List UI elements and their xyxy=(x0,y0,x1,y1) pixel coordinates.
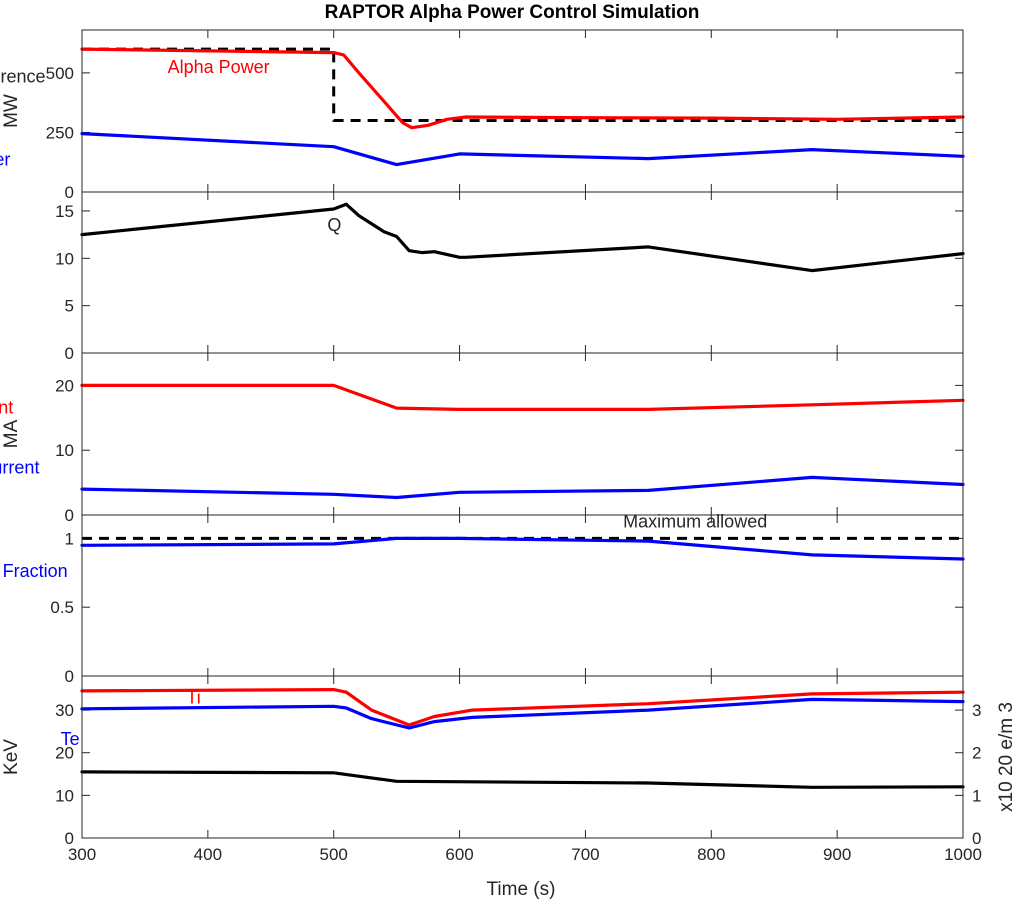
y-tick-label-power: 500 xyxy=(46,64,74,83)
y-tick-label-q: 0 xyxy=(65,344,74,363)
annotation-greenwad-fraction: Greenwad Fraction xyxy=(0,561,68,581)
series-line-te xyxy=(80,697,965,730)
y2-tick-label-temp: 1 xyxy=(972,786,981,805)
series-line-ti xyxy=(80,687,965,727)
x-tick-label: 1000 xyxy=(944,845,982,864)
y-tick-label-q: 10 xyxy=(55,249,74,268)
series-line-reference xyxy=(82,47,963,122)
y-tick-label-q: 15 xyxy=(55,202,74,221)
x-tick-label: 900 xyxy=(823,845,851,864)
y-tick-label-power: 250 xyxy=(46,123,74,142)
x-tick-label: 600 xyxy=(445,845,473,864)
x-tick-label: 800 xyxy=(697,845,725,864)
annotation-plasma-current: Plasma Current xyxy=(0,397,13,417)
annotation-ti: Ti xyxy=(186,688,200,708)
y-tick-label-greenwald: 0 xyxy=(65,667,74,686)
y2-tick-label-temp: 0 xyxy=(972,829,981,848)
y2-tick-label-temp: 3 xyxy=(972,701,981,720)
y-tick-label-current: 10 xyxy=(55,441,74,460)
annotation-te: Te xyxy=(61,729,80,749)
series-line-q xyxy=(80,202,965,273)
x-tick-label: 400 xyxy=(194,845,222,864)
y-tick-label-current: 20 xyxy=(55,376,74,395)
series-line-alpha-power xyxy=(80,47,965,130)
panel-frame-power xyxy=(81,29,964,193)
y-tick-label-temp: 20 xyxy=(55,744,74,763)
y-axis-label-current: MA xyxy=(1,419,22,448)
y-tick-label-power: 0 xyxy=(65,183,74,202)
y-axis-label-temp: KeV xyxy=(1,739,22,775)
annotation-maximum-allowed: Maximum allowed xyxy=(623,511,767,531)
panel-frame-q xyxy=(81,191,964,354)
annotation-alpha-power: Alpha Power xyxy=(168,57,270,77)
x-tick-label: 500 xyxy=(320,845,348,864)
y-tick-label-greenwald: 1 xyxy=(65,529,74,548)
series-line-plasma-current xyxy=(80,383,965,411)
series-line-ne xyxy=(80,770,965,789)
y-axis-label-power: MW xyxy=(1,94,22,128)
y2-axis-label-temp: x10 20 e/m 3 xyxy=(996,702,1017,812)
y-tick-label-temp: 30 xyxy=(55,701,74,720)
panel-frame-temp xyxy=(81,675,964,839)
y-tick-label-current: 0 xyxy=(65,506,74,525)
y-tick-label-greenwald: 0.5 xyxy=(50,598,74,617)
y-tick-label-temp: 10 xyxy=(55,786,74,805)
series-line-eccd-current xyxy=(80,475,965,500)
chart-title: RAPTOR Alpha Power Control Simulation xyxy=(325,2,700,23)
x-axis-label: Time (s) xyxy=(487,879,556,900)
annotation-eccd-current: ECCD Current xyxy=(0,458,39,478)
y2-tick-label-temp: 2 xyxy=(972,744,981,763)
annotation-reference: Reference xyxy=(0,66,45,86)
y-tick-label-temp: 0 xyxy=(65,829,74,848)
series-line-eccd-power xyxy=(80,132,965,167)
series-line-greenwad-fraction xyxy=(80,536,965,561)
y-tick-label-q: 5 xyxy=(65,297,74,316)
x-tick-label: 700 xyxy=(571,845,599,864)
annotation-q: Q xyxy=(327,215,341,235)
annotation-eccd-power: ECCD Power xyxy=(0,149,10,169)
x-tick-label: 300 xyxy=(68,845,96,864)
